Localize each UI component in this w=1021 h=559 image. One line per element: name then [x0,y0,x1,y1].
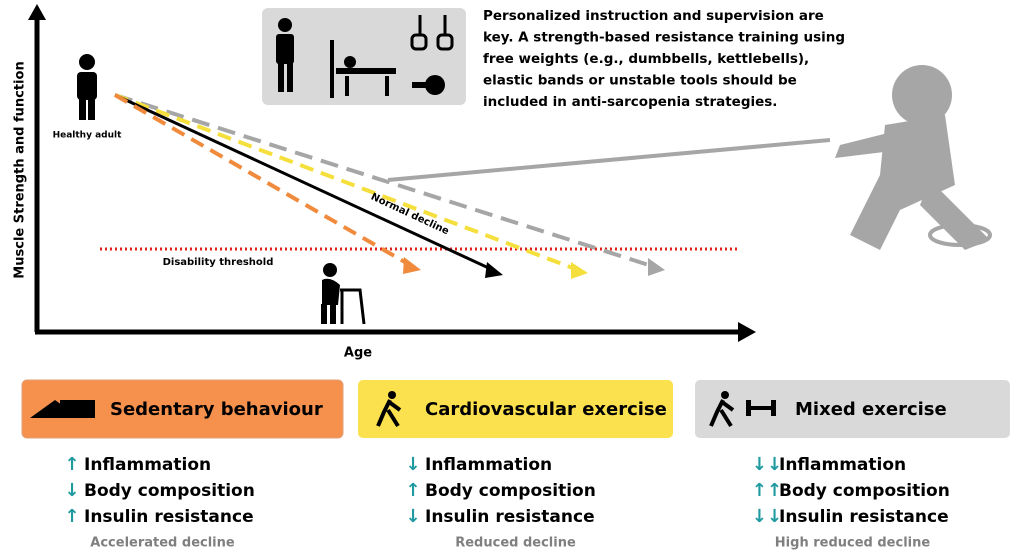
normal-line [114,93,494,272]
equipment-icons [276,15,454,98]
mixed-line [114,93,656,269]
item-label: Body composition [84,481,255,501]
trend-arrow: ↓ [64,480,79,501]
equipment-box [262,8,466,105]
x-axis-arrow [738,322,756,342]
item-label: Insulin resistance [425,507,595,527]
intro-text: Personalized instruction and supervision… [483,8,845,110]
panel-title: Cardiovascular exercise [425,399,667,420]
normal-arrowhead [485,262,503,278]
y-axis-label: Muscle Strength and function [13,61,28,278]
trend-arrow: ↓ [405,506,420,527]
rope-figure [387,65,992,250]
trend-arrow: ↑↑ [752,480,782,501]
cardio-line [114,93,579,272]
x-axis-label: Age [344,346,372,361]
mixed-arrowhead [648,258,665,276]
trend-arrow: ↑ [64,506,79,527]
elderly-icon [321,263,366,325]
item-label: Inflammation [84,455,211,475]
item-label: Inflammation [425,455,552,475]
panel-box [21,379,344,439]
intro-line: elastic bands or unstable tools should b… [483,73,797,89]
intro-line: free weights (e.g., dumbbells, kettlebel… [483,51,809,67]
panel-footer: Accelerated decline [90,536,235,551]
trend-arrow: ↑ [64,454,79,475]
panel-title: Mixed exercise [795,399,947,420]
trend-arrow: ↓↓ [752,506,782,527]
intro-line: included in anti-sarcopenia strategies. [483,94,777,110]
healthy-label: Healthy adult [53,131,123,141]
cardio-arrowhead [571,262,588,279]
item-label: Insulin resistance [84,507,254,527]
sedentary-line [114,93,411,267]
item-label: Insulin resistance [779,507,949,527]
panel-footer: High reduced decline [775,536,931,551]
panel-icons [30,391,776,428]
panel-box [695,380,1010,438]
trend-arrow: ↓ [405,454,420,475]
item-label: Inflammation [779,455,906,475]
threshold-label: Disability threshold [163,257,274,268]
intro-line: Personalized instruction and supervision… [483,8,824,24]
intro-line: key. A strength-based resistance trainin… [483,30,845,46]
item-label: Body composition [779,481,950,501]
panel-title: Sedentary behaviour [110,399,323,420]
item-label: Body composition [425,481,596,501]
panel-footer: Reduced decline [455,536,576,551]
y-axis-arrow [28,4,46,20]
trend-arrow: ↓↓ [752,454,782,475]
adult-icon [77,54,97,120]
sedentary-arrowhead [403,257,421,274]
panel-box [358,380,673,438]
trend-arrow: ↑ [405,480,420,501]
